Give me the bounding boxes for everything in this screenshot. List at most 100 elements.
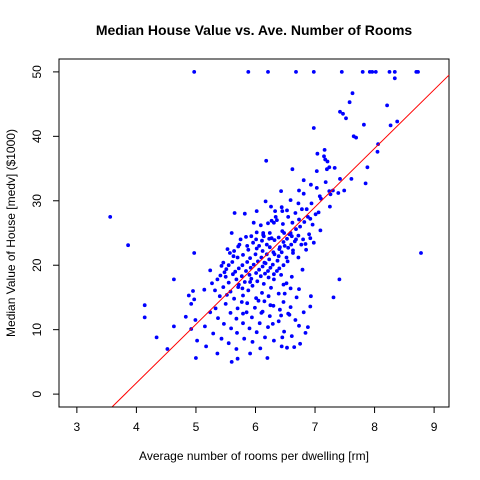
data-point <box>258 346 263 351</box>
data-point <box>287 312 292 317</box>
data-point <box>224 267 229 271</box>
data-point <box>234 316 239 321</box>
data-points <box>108 70 423 364</box>
data-point <box>202 287 207 292</box>
data-point <box>308 216 313 221</box>
data-point <box>246 70 251 74</box>
data-point <box>354 135 358 140</box>
data-point <box>215 277 220 282</box>
data-point <box>277 266 282 271</box>
data-point <box>288 305 293 309</box>
data-point <box>309 182 313 187</box>
y-tick-label: 40 <box>30 129 44 143</box>
data-point <box>236 244 241 249</box>
data-point <box>215 351 220 356</box>
x-tick-label: 8 <box>371 420 378 434</box>
data-point <box>242 336 247 341</box>
data-point <box>272 252 277 257</box>
x-tick-label: 3 <box>74 420 81 434</box>
data-point <box>239 300 244 304</box>
data-point <box>248 351 253 356</box>
data-point <box>232 296 237 301</box>
data-point <box>303 331 308 335</box>
data-point <box>211 331 216 336</box>
data-point <box>257 244 261 248</box>
data-point <box>204 344 209 349</box>
data-point <box>254 296 258 300</box>
data-point <box>277 247 282 252</box>
data-point <box>258 223 263 228</box>
data-point <box>228 311 233 315</box>
data-point <box>264 242 269 247</box>
x-tick-label: 4 <box>133 420 140 434</box>
data-point <box>322 148 327 152</box>
regression-line <box>111 74 450 408</box>
data-point <box>280 335 285 340</box>
y-tick-label: 10 <box>30 323 44 337</box>
chart-title: Median House Value vs. Ave. Number of Ro… <box>96 22 413 38</box>
data-point <box>316 210 321 215</box>
data-point <box>250 340 255 344</box>
data-point <box>360 70 365 74</box>
data-point <box>192 70 197 74</box>
data-point <box>278 307 282 312</box>
data-point <box>296 255 301 260</box>
data-point <box>242 280 247 284</box>
x-tick-label: 6 <box>252 420 259 434</box>
data-point <box>253 305 257 310</box>
data-point <box>296 233 301 238</box>
data-point <box>388 123 393 128</box>
data-point <box>223 274 228 279</box>
y-tick-label: 50 <box>30 65 44 79</box>
y-axis-label: Median Value of House [medv] ($1000) <box>4 129 18 337</box>
data-point <box>284 255 289 260</box>
data-point <box>261 233 266 237</box>
data-point <box>222 322 226 326</box>
x-tick-label: 5 <box>193 420 200 434</box>
data-point <box>257 267 261 272</box>
data-point <box>290 167 295 172</box>
data-point <box>279 250 284 255</box>
data-point <box>247 273 252 277</box>
data-point <box>241 321 245 326</box>
data-point <box>254 246 259 251</box>
data-point <box>254 230 259 235</box>
data-point <box>218 273 223 278</box>
data-point <box>375 149 380 154</box>
data-point <box>282 244 287 248</box>
data-point <box>289 334 294 338</box>
data-point <box>254 209 259 214</box>
data-point <box>363 181 368 186</box>
data-point <box>276 291 281 296</box>
data-point <box>234 347 239 351</box>
data-point <box>339 70 344 74</box>
data-point <box>267 231 272 235</box>
data-point <box>306 325 310 329</box>
data-point <box>290 220 295 225</box>
data-point <box>275 218 279 223</box>
data-point <box>281 222 285 226</box>
data-point <box>142 303 147 308</box>
data-point <box>254 271 258 275</box>
y-tick-label: 20 <box>30 258 44 272</box>
data-point <box>279 273 283 277</box>
data-point <box>235 331 239 335</box>
data-point <box>370 70 375 74</box>
data-point <box>322 154 326 159</box>
data-point <box>219 264 224 268</box>
data-point <box>338 109 342 114</box>
data-point <box>254 330 259 335</box>
data-point <box>225 293 229 297</box>
data-point <box>236 266 241 271</box>
data-point <box>241 293 245 298</box>
data-point <box>296 201 301 206</box>
data-point <box>213 306 218 311</box>
data-point <box>272 277 276 282</box>
data-point <box>272 338 276 343</box>
data-point <box>313 212 318 217</box>
data-point <box>269 204 273 209</box>
data-point <box>286 245 291 250</box>
data-point <box>210 281 214 286</box>
data-point <box>222 270 227 275</box>
